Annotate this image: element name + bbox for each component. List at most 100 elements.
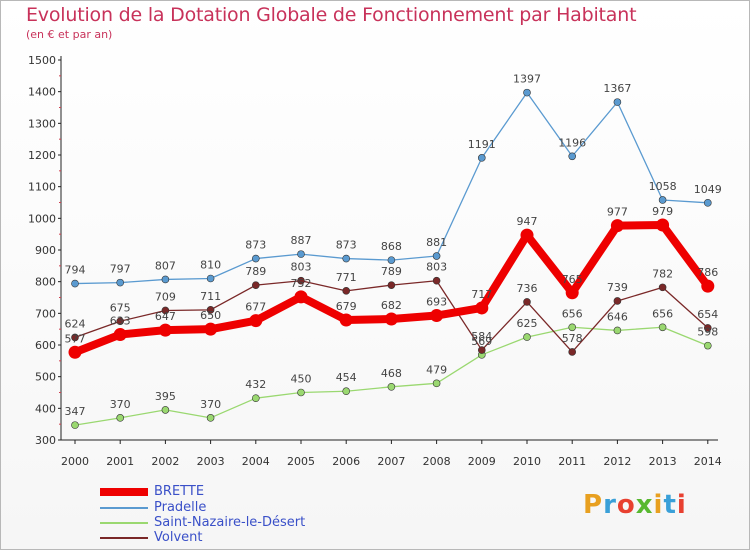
axes: 300 400 500 600 700 800 900 1000 1100 1200 1300 140…: [28, 54, 722, 468]
point-saint-nazaire-le-d-sert: [387, 382, 396, 391]
x-tick-label-2009: 2009: [468, 455, 496, 468]
point-pradelle: [161, 275, 170, 284]
y-tick-label-1100: 1100: [28, 181, 56, 194]
y-tick-label-1500: 1500: [28, 54, 56, 67]
data-label-brette: 682: [381, 299, 402, 312]
point-volvent: [116, 317, 124, 326]
point-brette: [475, 301, 489, 315]
point-pradelle: [116, 278, 124, 287]
point-brette: [68, 345, 82, 359]
data-label-brette: 677: [245, 301, 266, 314]
data-label-volvent: 739: [607, 281, 628, 294]
point-brette: [294, 290, 308, 304]
point-volvent: [71, 333, 79, 342]
point-saint-nazaire-le-d-sert: [658, 323, 667, 332]
x-tick-label-2012: 2012: [603, 455, 631, 468]
data-label-saint-nazaire-le-d-sert: 625: [517, 317, 538, 330]
point-saint-nazaire-le-d-sert: [161, 406, 170, 414]
legend-swatch-saint-nazaire: [100, 522, 148, 524]
data-label-saint-nazaire-le-d-sert: 395: [155, 390, 176, 403]
point-volvent: [703, 324, 712, 332]
data-label-volvent: 789: [381, 265, 402, 278]
legend-label-volvent: Volvent: [154, 530, 203, 545]
point-brette: [384, 312, 398, 326]
data-label-saint-nazaire-le-d-sert: 347: [65, 405, 86, 418]
point-pradelle: [297, 250, 305, 258]
data-label-volvent: 584: [471, 330, 492, 343]
data-label-volvent: 709: [155, 290, 176, 303]
data-label-pradelle: 794: [65, 264, 86, 277]
data-label-pradelle: 881: [426, 236, 447, 249]
x-tick-label-2013: 2013: [649, 455, 677, 468]
x-tick-label-2004: 2004: [242, 455, 270, 468]
data-label-saint-nazaire-le-d-sert: 370: [200, 398, 221, 411]
data-label-saint-nazaire-le-d-sert: 656: [652, 307, 673, 320]
y-tick-label-500: 500: [35, 371, 56, 384]
point-pradelle: [387, 256, 396, 264]
y-tick-label-900: 900: [35, 244, 56, 257]
legend-swatch-pradelle: [100, 507, 148, 509]
data-label-brette: 752: [291, 277, 312, 290]
data-label-saint-nazaire-le-d-sert: 370: [110, 398, 131, 411]
point-pradelle: [703, 199, 712, 207]
y-tick-label-300: 300: [35, 434, 56, 447]
point-pradelle: [658, 196, 667, 204]
x-tick-label-2002: 2002: [151, 455, 179, 468]
logo-letter: P: [583, 490, 604, 520]
data-label-volvent: 675: [110, 301, 131, 314]
y-tick-label-800: 800: [35, 276, 56, 289]
x-tick-label-2001: 2001: [106, 455, 134, 468]
data-label-brette: 693: [426, 296, 447, 309]
point-pradelle: [252, 254, 260, 263]
y-tick-label-1300: 1300: [28, 117, 56, 130]
proxiti-logo: Proxiti: [583, 490, 687, 520]
data-label-pradelle: 873: [336, 239, 357, 252]
point-volvent: [206, 306, 215, 314]
x-tick-label-2006: 2006: [332, 455, 360, 468]
x-tick-label-2005: 2005: [287, 455, 315, 468]
data-label-pradelle: 868: [381, 240, 402, 253]
legend-label-pradelle: Pradelle: [154, 500, 207, 515]
point-brette: [520, 228, 534, 242]
point-volvent: [658, 283, 667, 292]
y-tick-label-400: 400: [35, 402, 56, 415]
data-label-volvent: 624: [65, 317, 86, 330]
data-label-pradelle: 1191: [468, 138, 496, 151]
point-volvent: [387, 281, 396, 289]
data-label-pradelle: 1049: [694, 183, 722, 196]
data-label-pradelle: 873: [245, 239, 266, 252]
point-brette: [701, 279, 715, 293]
point-brette: [430, 309, 444, 323]
point-pradelle: [206, 274, 215, 283]
point-saint-nazaire-le-d-sert: [523, 333, 531, 341]
x-tick-label-2011: 2011: [558, 455, 586, 468]
data-label-volvent: 782: [652, 267, 673, 280]
data-label-brette: 979: [652, 205, 673, 218]
point-saint-nazaire-le-d-sert: [342, 387, 351, 396]
point-saint-nazaire-le-d-sert: [568, 323, 577, 332]
point-brette: [656, 218, 670, 232]
data-label-pradelle: 807: [155, 259, 176, 272]
x-tick-label-2007: 2007: [377, 455, 405, 468]
data-label-brette: 717: [471, 288, 492, 301]
data-label-brette: 577: [65, 332, 86, 345]
point-volvent: [568, 348, 577, 356]
point-volvent: [523, 298, 531, 306]
point-pradelle: [613, 98, 622, 106]
data-label-brette: 765: [562, 273, 583, 286]
logo-letter: o: [616, 490, 636, 520]
data-label-brette: 633: [110, 315, 131, 328]
x-tick-label-2000: 2000: [61, 455, 89, 468]
data-label-volvent: 803: [291, 261, 312, 274]
data-label-brette: 947: [517, 215, 538, 228]
series-layer: [68, 88, 715, 429]
data-label-pradelle: 1196: [558, 136, 586, 149]
point-pradelle: [523, 88, 531, 97]
point-saint-nazaire-le-d-sert: [116, 414, 124, 422]
point-brette: [204, 322, 218, 336]
data-label-volvent: 711: [200, 290, 221, 303]
legend-swatch-volvent: [100, 537, 148, 539]
x-tick-label-2014: 2014: [694, 455, 722, 468]
point-saint-nazaire-le-d-sert: [703, 341, 712, 350]
y-tick-label-700: 700: [35, 307, 56, 320]
